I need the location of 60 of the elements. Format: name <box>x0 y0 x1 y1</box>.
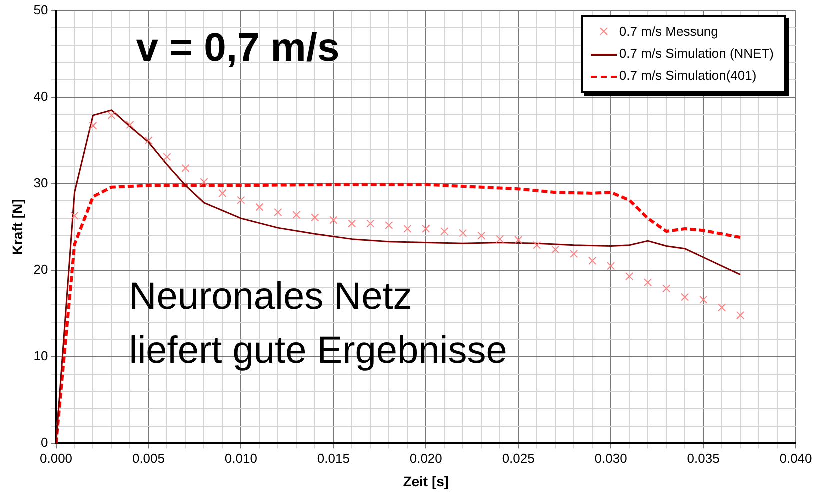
chart-title: v = 0,7 m/s <box>136 26 340 70</box>
point <box>644 278 652 287</box>
point <box>218 189 227 198</box>
point <box>385 221 394 230</box>
point <box>311 214 320 222</box>
point <box>570 250 578 258</box>
x-tick-label: 0.010 <box>224 450 258 466</box>
point <box>274 208 282 217</box>
x-axis-title: Zeit [s] <box>403 473 450 490</box>
point <box>607 262 616 270</box>
point <box>459 229 468 238</box>
y-tick-label: 0 <box>41 435 48 450</box>
y-tick-label: 10 <box>34 348 48 364</box>
x-tick-label: 0.015 <box>317 450 350 466</box>
point <box>348 220 356 228</box>
point <box>496 235 504 244</box>
y-tick-label: 40 <box>34 88 48 104</box>
point <box>681 293 690 302</box>
x-tick-label: 0.030 <box>594 450 628 466</box>
y-axis-title: Kraft [N] <box>9 199 26 256</box>
point <box>662 284 671 293</box>
point <box>478 232 486 240</box>
x-tick-label: 0.020 <box>410 450 442 466</box>
legend-label: 0.7 m/s Simulation (NNET) <box>619 44 774 63</box>
point <box>126 121 134 130</box>
point <box>440 227 449 236</box>
x-tick-label: 0.005 <box>132 450 165 466</box>
x-tick-label: 0.035 <box>687 450 720 466</box>
point <box>718 304 726 312</box>
point <box>237 196 246 204</box>
legend-label: 0.7 m/s Messung <box>619 22 718 41</box>
y-tick-label: 20 <box>34 262 48 278</box>
y-tick-label: 50 <box>34 2 48 18</box>
annotation: Neuronales Netz liefert gute Ergebnisse <box>129 276 508 372</box>
point <box>404 224 412 233</box>
point <box>588 256 597 265</box>
point <box>533 241 542 250</box>
y-tick-label: 30 <box>34 176 48 190</box>
point <box>699 296 708 304</box>
point <box>182 164 190 172</box>
legend-label: 0.7 m/s Simulation(401) <box>619 66 757 85</box>
x-tick-label: 0.040 <box>780 450 812 466</box>
point <box>514 236 523 244</box>
x-tick-label: 0.000 <box>40 450 73 466</box>
point <box>70 212 79 220</box>
point <box>552 246 560 254</box>
point <box>200 178 208 186</box>
point <box>366 220 375 228</box>
point <box>626 272 634 281</box>
point <box>108 112 116 120</box>
x-tick-label: 0.025 <box>502 450 535 466</box>
point <box>292 211 301 220</box>
point <box>144 136 153 145</box>
point <box>736 311 745 320</box>
line-series <box>56 183 742 444</box>
point <box>163 153 172 162</box>
point <box>256 203 264 212</box>
point <box>422 224 430 233</box>
point <box>89 122 98 130</box>
point <box>330 216 338 224</box>
